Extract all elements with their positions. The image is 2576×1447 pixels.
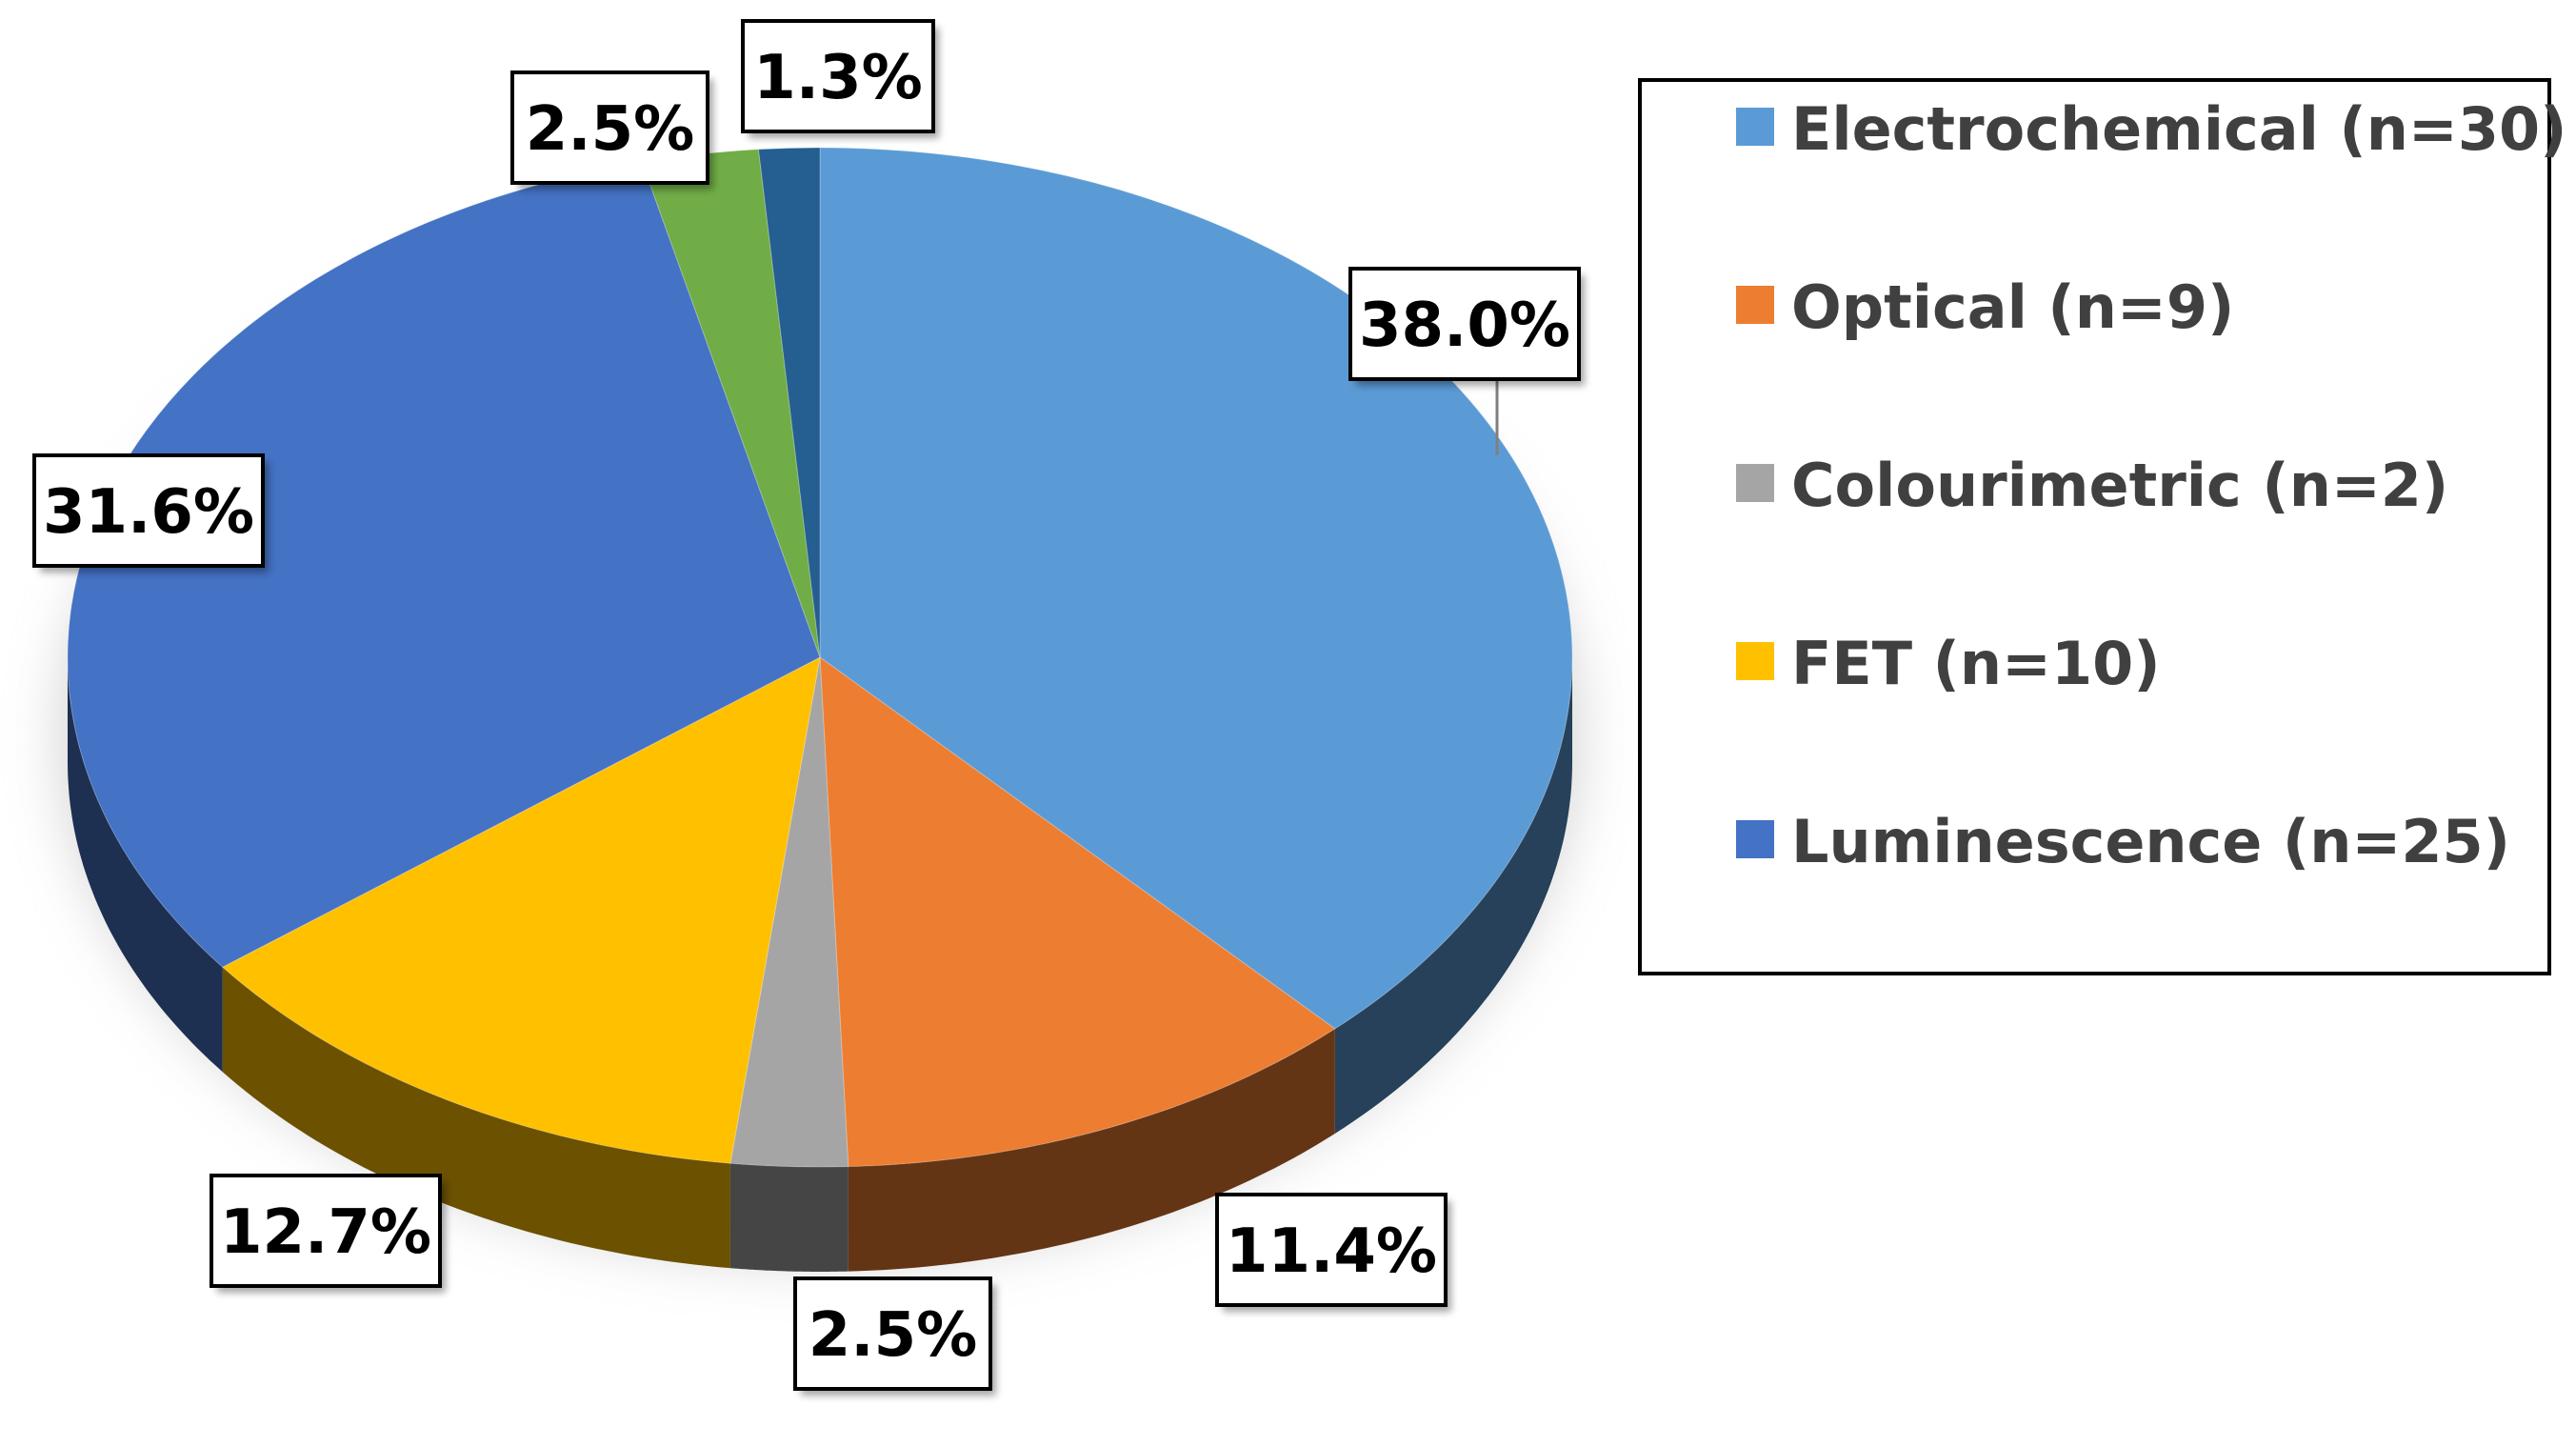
legend-label: Luminescence (n=25) [1791,807,2510,876]
data-label-text: 1.3% [753,43,923,113]
legend-entry-3: Colourimetric (n=2) [1736,451,2448,520]
data-label-text: 2.5% [526,94,695,165]
data-label-box [1215,1193,1448,1307]
data-label-box [32,453,265,568]
legend: Electrochemical (n=30) Optical (n=9) Colou… [1638,78,2566,975]
legend-box [1638,78,2551,975]
data-label-box [793,1276,992,1391]
pie-side-5 [68,657,223,1073]
data-label-text: 11.4% [1226,1216,1437,1287]
pie-side-2 [848,1029,1335,1272]
data-label-box [210,1174,442,1288]
pie-slice-7 [757,147,821,658]
legend-label: Electrochemical (n=30) [1791,94,2566,164]
data-label-text: 2.5% [809,1300,978,1371]
data-label-4: 12.7% [210,1174,446,1293]
legend-label: FET (n=10) [1791,629,2161,698]
legend-entry-1: Electrochemical (n=30) [1736,94,2566,164]
data-label-5: 31.6% [32,453,269,573]
pie-slice-4 [221,656,821,1164]
data-label-2: 11.4% [1215,1193,1451,1312]
legend-entry-2: Optical (n=9) [1736,272,2234,342]
data-label-text: 31.6% [43,477,254,548]
data-label-box [510,70,709,185]
legend-label: Optical (n=9) [1791,272,2234,342]
data-label-7: 1.3% [741,19,939,138]
legend-swatch [1736,820,1774,858]
legend-entry-5: Luminescence (n=25) [1736,807,2510,876]
legend-label: Colourimetric (n=2) [1791,451,2448,520]
data-label-1: 38.0% [1348,267,1585,386]
legend-swatch [1736,108,1774,146]
legend-swatch [1736,642,1774,680]
pie-side-1 [1334,657,1572,1134]
legend-entry-4: FET (n=10) [1736,629,2161,698]
data-label-6: 2.5% [510,70,713,190]
pie-side-4 [222,967,730,1269]
legend-swatch [1736,464,1774,502]
pie-slice-3 [729,656,849,1168]
data-label-3: 2.5% [793,1276,996,1396]
data-label-box [741,19,935,133]
legend-swatch [1736,286,1774,324]
pie-side-3 [729,1163,849,1272]
data-label-text: 38.0% [1359,291,1570,361]
data-label-box [1348,267,1581,381]
data-label-text: 12.7% [220,1197,431,1268]
pie-slice-2 [819,655,1336,1168]
